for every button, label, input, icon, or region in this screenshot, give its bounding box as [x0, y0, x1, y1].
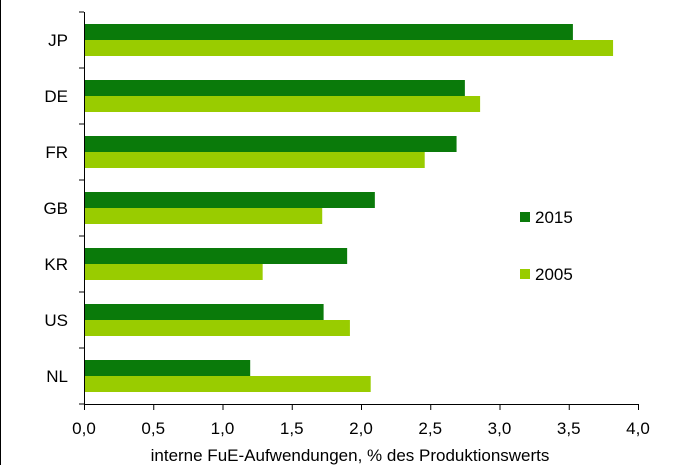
x-tick-label: 0,0: [72, 419, 96, 438]
bar-gb-2015: [84, 192, 375, 208]
x-tick-label: 2,5: [418, 419, 442, 438]
frame-left-edge: [0, 0, 1, 465]
bar-de-2015: [84, 80, 465, 96]
bar-jp-2005: [84, 40, 614, 56]
y-tick-label-kr: KR: [44, 255, 68, 274]
y-tick-label-de: DE: [44, 87, 68, 106]
legend-label-2005: 2005: [535, 265, 573, 284]
legend-label-2015: 2015: [535, 208, 573, 227]
y-tick-label-jp: JP: [48, 31, 68, 50]
y-tick-label-us: US: [44, 311, 68, 330]
bar-us-2015: [84, 304, 324, 320]
x-tick-label: 3,5: [557, 419, 581, 438]
bar-nl-2005: [84, 376, 371, 392]
y-tick-label-gb: GB: [43, 199, 68, 218]
bar-kr-2015: [84, 248, 348, 264]
bar-jp-2015: [84, 24, 573, 40]
bar-us-2005: [84, 320, 350, 336]
x-axis-label: interne FuE-Aufwendungen, % des Produkti…: [151, 446, 550, 465]
bars-group: [84, 24, 614, 392]
y-tick-label-nl: NL: [46, 367, 68, 386]
legend-swatch-2015: [520, 212, 530, 222]
x-tick-label: 1,0: [211, 419, 235, 438]
bar-gb-2005: [84, 208, 323, 224]
bar-fr-2015: [84, 136, 457, 152]
x-tick-label: 0,5: [141, 419, 165, 438]
x-tick-label: 2,0: [349, 419, 373, 438]
x-tick-label: 1,5: [280, 419, 304, 438]
bar-kr-2005: [84, 264, 263, 280]
x-tick-label: 3,0: [488, 419, 512, 438]
y-tick-label-fr: FR: [45, 143, 68, 162]
legend-swatch-2005: [520, 269, 530, 279]
bar-fr-2005: [84, 152, 425, 168]
bar-nl-2015: [84, 360, 251, 376]
axes-group: JP DE FR GB KR US NL 0,0 0,5 1,0 1,5 2,0 2,5 3,0 3,5 4,…: [43, 11, 650, 438]
legend: 2015 2005: [520, 208, 573, 284]
x-tick-label: 4,0: [626, 419, 650, 438]
bar-de-2005: [84, 96, 481, 112]
